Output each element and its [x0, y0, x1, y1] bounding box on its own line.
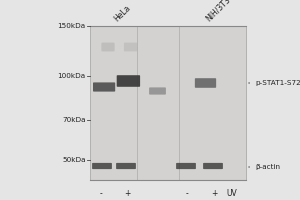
FancyBboxPatch shape: [116, 163, 136, 169]
Text: +: +: [211, 189, 218, 198]
FancyBboxPatch shape: [149, 87, 166, 95]
FancyBboxPatch shape: [117, 75, 140, 87]
FancyBboxPatch shape: [92, 163, 112, 169]
FancyBboxPatch shape: [93, 82, 115, 92]
FancyBboxPatch shape: [176, 163, 196, 169]
Text: UV: UV: [226, 189, 237, 198]
Text: HeLa: HeLa: [112, 3, 133, 23]
FancyBboxPatch shape: [195, 78, 216, 88]
FancyBboxPatch shape: [124, 43, 137, 51]
Text: 70kDa: 70kDa: [62, 117, 85, 123]
Text: p-STAT1-S727: p-STAT1-S727: [249, 80, 300, 86]
Text: 50kDa: 50kDa: [62, 157, 85, 163]
Text: β-actin: β-actin: [249, 164, 280, 170]
Text: -: -: [99, 189, 102, 198]
Text: -: -: [186, 189, 189, 198]
Text: NIH/3T3: NIH/3T3: [204, 0, 232, 23]
Text: +: +: [124, 189, 131, 198]
Text: 100kDa: 100kDa: [57, 73, 86, 79]
FancyBboxPatch shape: [203, 163, 223, 169]
Bar: [90, 26, 246, 180]
FancyBboxPatch shape: [101, 43, 115, 51]
Text: 150kDa: 150kDa: [57, 23, 86, 29]
